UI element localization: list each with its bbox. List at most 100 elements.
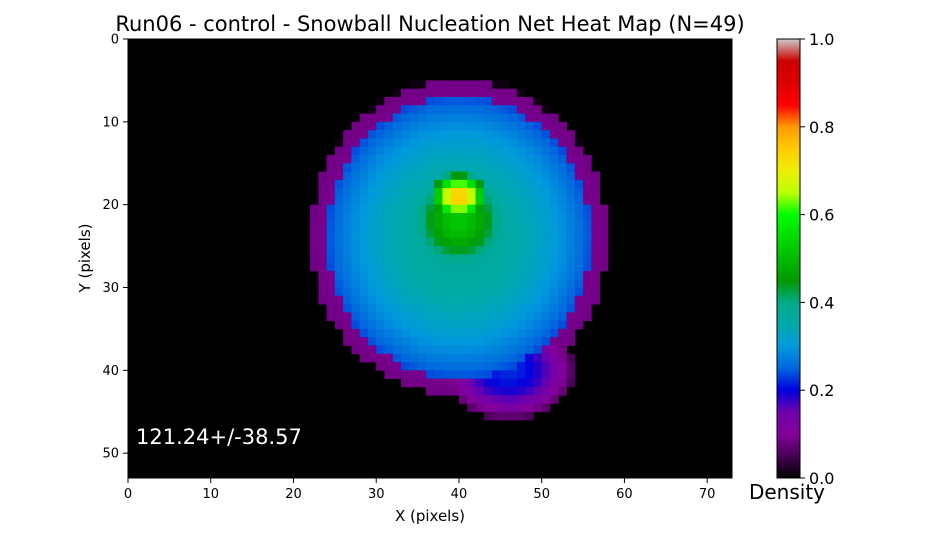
heatmap-cell <box>409 328 418 338</box>
heatmap-cell <box>401 212 410 222</box>
heatmap-cell <box>367 130 377 139</box>
heatmap-cell <box>425 212 435 222</box>
heatmap-cell <box>583 246 592 255</box>
heatmap-cell <box>343 304 352 313</box>
heatmap-cell <box>334 146 344 156</box>
heatmap-cell <box>425 130 435 139</box>
heatmap-cell <box>500 212 509 222</box>
heatmap-cell <box>541 221 551 230</box>
heatmap-cell <box>599 204 609 214</box>
heatmap-cell <box>425 378 435 388</box>
heatmap-cell <box>384 105 394 114</box>
heatmap-cell <box>558 262 567 272</box>
heatmap-cell <box>458 196 468 206</box>
heatmap-cell <box>500 196 509 206</box>
heatmap-cell <box>442 229 452 239</box>
heatmap-cell <box>450 171 460 181</box>
heatmap-cell <box>483 395 493 404</box>
heatmap-cell <box>310 237 319 247</box>
heatmap-cell <box>508 254 518 264</box>
heatmap-cell <box>326 154 336 164</box>
heatmap-cell <box>475 345 485 355</box>
heatmap-cell <box>492 154 501 164</box>
heatmap-cell <box>549 229 559 239</box>
heatmap-cell <box>566 246 576 255</box>
heatmap-cell <box>318 212 327 222</box>
heatmap-cell <box>558 188 567 197</box>
heatmap-cell <box>343 188 352 197</box>
heatmap-cell <box>475 212 485 222</box>
heatmap-cell <box>392 229 402 239</box>
heatmap-cell <box>458 188 468 197</box>
heatmap-cell <box>475 196 485 206</box>
heatmap-cell <box>492 270 501 280</box>
heatmap-cell <box>450 237 460 247</box>
heatmap-cell <box>467 105 476 114</box>
heatmap-cell <box>516 88 526 98</box>
heatmap-cell <box>516 287 526 297</box>
heatmap-cell <box>401 237 410 247</box>
heatmap-cell <box>458 320 468 330</box>
heatmap-cell <box>475 130 485 139</box>
heatmap-cell <box>483 96 493 106</box>
heatmap-cell <box>492 362 501 371</box>
heatmap-cell <box>583 262 592 272</box>
heatmap-cell <box>500 254 509 264</box>
heatmap-cell <box>558 287 567 297</box>
heatmap-cell <box>467 188 476 197</box>
heatmap-cell <box>326 163 336 172</box>
heatmap-cell <box>591 204 601 214</box>
heatmap-cell <box>434 304 443 313</box>
heatmap-cell <box>525 304 534 313</box>
heatmap-cell <box>376 179 385 189</box>
heatmap-cell <box>591 171 601 181</box>
heatmap-cell <box>500 130 509 139</box>
heatmap-cell <box>343 130 352 139</box>
heatmap-cell <box>392 121 402 131</box>
heatmap-cell <box>574 246 584 255</box>
heatmap-cell <box>425 105 435 114</box>
heatmap-cell <box>458 262 468 272</box>
x-tick-label: 60 <box>616 487 633 502</box>
heatmap-cell <box>541 328 551 338</box>
heatmap-cell <box>516 179 526 189</box>
heatmap-cell <box>483 337 493 346</box>
heatmap-cell <box>566 221 576 230</box>
heatmap-cell <box>334 229 344 239</box>
heatmap-cell <box>442 237 452 247</box>
heatmap-cell <box>549 270 559 280</box>
heatmap-cell <box>508 287 518 297</box>
heatmap-cell <box>434 221 443 230</box>
heatmap-cell <box>492 353 501 363</box>
heatmap-cell <box>310 212 319 222</box>
heatmap-cell <box>508 212 518 222</box>
heatmap-cell <box>541 171 551 181</box>
heatmap-cell <box>525 138 534 148</box>
heatmap-cell <box>508 320 518 330</box>
heatmap-cell <box>599 212 609 222</box>
heatmap-cell <box>516 295 526 305</box>
heatmap-cell <box>450 105 460 114</box>
heatmap-cell <box>574 204 584 214</box>
heatmap-cell <box>384 312 394 322</box>
heatmap-cell <box>367 345 377 355</box>
heatmap-cell <box>417 328 427 338</box>
heatmap-cell <box>541 320 551 330</box>
heatmap-cell <box>367 262 377 272</box>
heatmap-cell <box>558 212 567 222</box>
heatmap-cell <box>467 395 476 404</box>
heatmap-cell <box>450 345 460 355</box>
heatmap-cell <box>467 279 476 288</box>
heatmap-cell <box>384 337 394 346</box>
heatmap-cell <box>583 237 592 247</box>
heatmap-cell <box>533 113 543 123</box>
heatmap-cell <box>533 370 543 379</box>
heatmap-cell <box>425 254 435 264</box>
heatmap-cell <box>434 262 443 272</box>
heatmap-cell <box>583 188 592 197</box>
colorbar-tick-label: 0.2 <box>809 381 834 400</box>
heatmap-cell <box>525 146 534 156</box>
heatmap-cell <box>483 237 493 247</box>
heatmap-cell <box>417 113 427 123</box>
heatmap-cell <box>483 204 493 214</box>
